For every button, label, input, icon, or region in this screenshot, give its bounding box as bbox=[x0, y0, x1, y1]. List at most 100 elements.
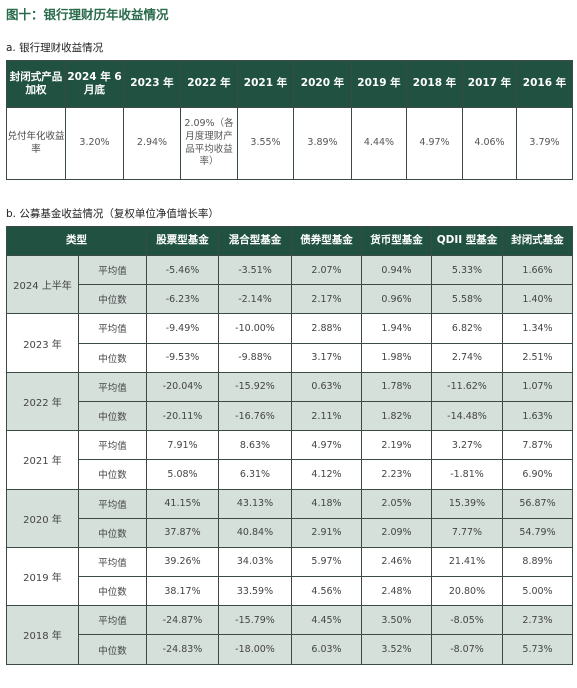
value-cell: 2.05% bbox=[361, 488, 432, 519]
table-row: 中位数 -24.83% -18.00% 6.03% 3.52% -8.07% 5.73% bbox=[7, 634, 573, 665]
value-cell: -24.83% bbox=[146, 634, 219, 665]
year-cell: 2024 上半年 bbox=[6, 254, 79, 315]
table-row: 中位数 -9.53% -9.88% 3.17% 1.98% 2.74% 2.51% bbox=[7, 342, 573, 373]
bank-value-cell: 2.09%（各月度理财产品平均收益率） bbox=[180, 107, 238, 180]
fund-header-cell: 封闭式基金 bbox=[502, 226, 573, 256]
bank-value-cell: 3.20% bbox=[65, 107, 124, 180]
value-cell: 5.08% bbox=[146, 459, 219, 490]
value-cell: 1.40% bbox=[502, 284, 573, 315]
value-cell: 56.87% bbox=[502, 488, 573, 519]
table-row: 2018 年平均值 -24.87% -15.79% 4.45% 3.50% -8.05% 2… bbox=[6, 605, 573, 665]
year-cell: 2018 年 bbox=[6, 605, 79, 665]
stat-label-cell: 中位数 bbox=[78, 400, 147, 432]
value-cell: 7.87% bbox=[502, 430, 573, 461]
value-cell: 3.27% bbox=[431, 430, 503, 461]
value-cell: -20.04% bbox=[146, 371, 219, 402]
value-cell: 2.88% bbox=[291, 313, 362, 344]
year-cell: 2022 年 bbox=[6, 371, 79, 432]
value-cell: -5.46% bbox=[146, 254, 219, 286]
bank-header-cell: 2020 年 bbox=[293, 60, 352, 108]
section-a-title: a. 银行理财收益情况 bbox=[6, 42, 104, 54]
bank-row-label: 兑付年化收益率 bbox=[6, 107, 66, 180]
table-row: 2023 年平均值 -9.49% -10.00% 2.88% 1.94% 6.82% 1.3… bbox=[6, 313, 573, 373]
table-row: 中位数 -20.11% -16.76% 2.11% 1.82% -14.48% 1.63% bbox=[7, 400, 573, 432]
value-cell: -3.51% bbox=[218, 254, 292, 286]
fund-yield-table: 类型 股票型基金 混合型基金 债券型基金 货币型基金 QDII 型基金 封闭式基… bbox=[6, 226, 573, 665]
fund-table-header-row: 类型 股票型基金 混合型基金 债券型基金 货币型基金 QDII 型基金 封闭式基… bbox=[6, 226, 573, 256]
bank-header-cell: 2021 年 bbox=[237, 60, 294, 108]
fund-header-cell: QDII 型基金 bbox=[431, 226, 503, 256]
stat-label-cell: 中位数 bbox=[78, 459, 147, 490]
bank-header-cell: 2024 年 6 月底 bbox=[65, 60, 124, 108]
value-cell: 39.26% bbox=[146, 546, 219, 578]
bank-value-cell: 2.94% bbox=[123, 107, 181, 180]
value-cell: 5.73% bbox=[502, 634, 573, 665]
value-cell: 2.91% bbox=[291, 517, 362, 548]
bank-value-cell: 3.79% bbox=[516, 107, 573, 180]
value-cell: 2.19% bbox=[361, 430, 432, 461]
value-cell: 3.17% bbox=[291, 342, 362, 373]
value-cell: 20.80% bbox=[431, 576, 503, 607]
stat-label-cell: 平均值 bbox=[78, 313, 147, 344]
value-cell: 40.84% bbox=[218, 517, 292, 548]
bank-header-cell: 2017 年 bbox=[462, 60, 517, 108]
value-cell: 5.58% bbox=[431, 284, 503, 315]
value-cell: -2.14% bbox=[218, 284, 292, 315]
fund-header-type: 类型 bbox=[6, 226, 147, 256]
value-cell: 33.59% bbox=[218, 576, 292, 607]
value-cell: 1.78% bbox=[361, 371, 432, 402]
bank-yield-table: 封闭式产品加权 2024 年 6 月底 2023 年 2022 年 2021 年… bbox=[6, 60, 573, 180]
value-cell: -1.81% bbox=[431, 459, 503, 490]
value-cell: 5.33% bbox=[431, 254, 503, 286]
value-cell: 1.66% bbox=[502, 254, 573, 286]
bank-value-cell: 4.97% bbox=[406, 107, 463, 180]
value-cell: -18.00% bbox=[218, 634, 292, 665]
value-cell: 4.12% bbox=[291, 459, 362, 490]
value-cell: 2.74% bbox=[431, 342, 503, 373]
value-cell: 37.87% bbox=[146, 517, 219, 548]
stat-label-cell: 中位数 bbox=[78, 284, 147, 315]
table-row: 中位数 5.08% 6.31% 4.12% 2.23% -1.81% 6.90% bbox=[7, 459, 573, 490]
stat-label-cell: 中位数 bbox=[78, 576, 147, 607]
value-cell: 2.17% bbox=[291, 284, 362, 315]
value-cell: 1.34% bbox=[502, 313, 573, 344]
stat-label-cell: 平均值 bbox=[78, 605, 147, 636]
value-cell: -6.23% bbox=[146, 284, 219, 315]
table-row: 2024 上半年 平均值 -5.46% -3.51% 2.07% 0.94% 5.33% 1.… bbox=[6, 254, 573, 315]
bank-value-cell: 4.44% bbox=[351, 107, 407, 180]
fund-header-cell: 债券型基金 bbox=[291, 226, 362, 256]
value-cell: 4.45% bbox=[291, 605, 362, 636]
bank-value-cell: 3.89% bbox=[293, 107, 352, 180]
value-cell: 15.39% bbox=[431, 488, 503, 519]
stat-label-cell: 平均值 bbox=[78, 371, 147, 402]
value-cell: 41.15% bbox=[146, 488, 219, 519]
stat-label-cell: 平均值 bbox=[78, 430, 147, 461]
table-row: 2021 年平均值 7.91% 8.63% 4.97% 2.19% 3.27% 7.87% bbox=[6, 430, 573, 490]
value-cell: 8.63% bbox=[218, 430, 292, 461]
value-cell: 1.82% bbox=[361, 400, 432, 432]
value-cell: 2.07% bbox=[291, 254, 362, 286]
table-row: 2020 年平均值 41.15% 43.13% 4.18% 2.05% 15.39% 56.… bbox=[6, 488, 573, 548]
value-cell: -9.88% bbox=[218, 342, 292, 373]
value-cell: 3.52% bbox=[361, 634, 432, 665]
table-row: 兑付年化收益率 3.20% 2.94% 2.09%（各月度理财产品平均收益率） … bbox=[6, 107, 573, 180]
value-cell: 54.79% bbox=[502, 517, 573, 548]
value-cell: 3.50% bbox=[361, 605, 432, 636]
value-cell: 6.82% bbox=[431, 313, 503, 344]
value-cell: 2.51% bbox=[502, 342, 573, 373]
bank-table-header-row: 封闭式产品加权 2024 年 6 月底 2023 年 2022 年 2021 年… bbox=[6, 60, 573, 108]
stat-label-cell: 中位数 bbox=[78, 634, 147, 665]
fund-header-cell: 混合型基金 bbox=[218, 226, 292, 256]
value-cell: 4.18% bbox=[291, 488, 362, 519]
value-cell: -10.00% bbox=[218, 313, 292, 344]
value-cell: -16.76% bbox=[218, 400, 292, 432]
value-cell: -14.48% bbox=[431, 400, 503, 432]
stat-label-cell: 平均值 bbox=[78, 488, 147, 519]
value-cell: 1.07% bbox=[502, 371, 573, 402]
value-cell: -24.87% bbox=[146, 605, 219, 636]
bank-header-cell: 2022 年 bbox=[180, 60, 238, 108]
value-cell: -11.62% bbox=[431, 371, 503, 402]
value-cell: -15.92% bbox=[218, 371, 292, 402]
value-cell: 0.96% bbox=[361, 284, 432, 315]
stat-label-cell: 平均值 bbox=[78, 254, 147, 286]
